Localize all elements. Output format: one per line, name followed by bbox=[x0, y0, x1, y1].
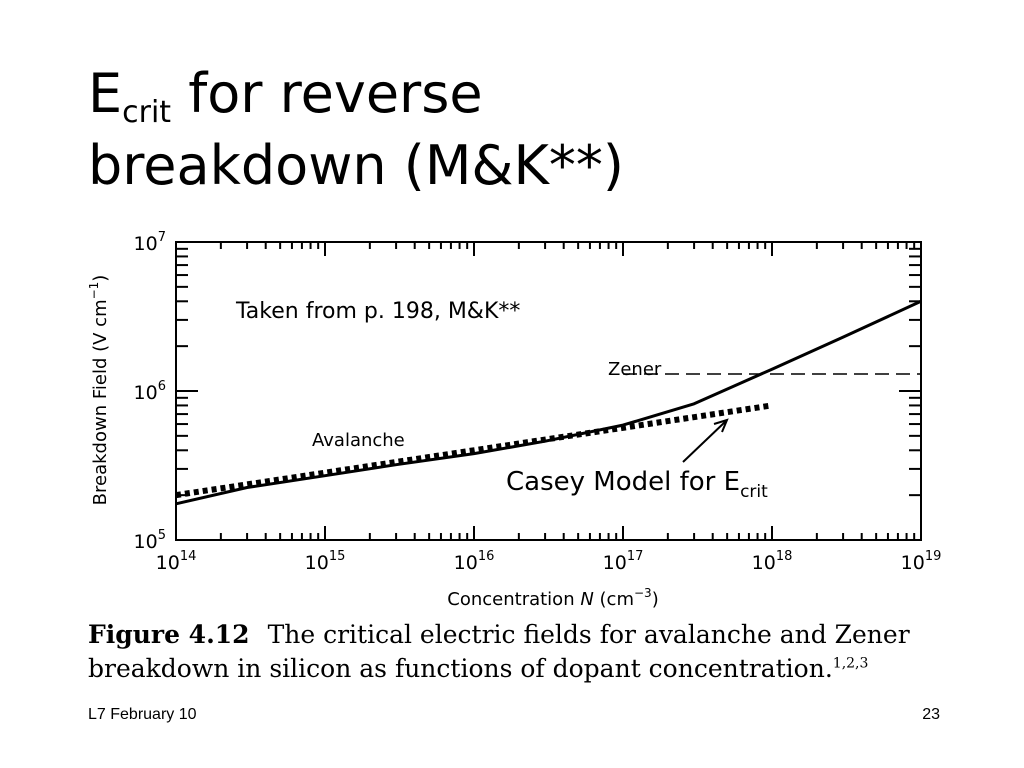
caption-refs: 1,2,3 bbox=[832, 655, 869, 672]
series-label-avalanche: Avalanche bbox=[312, 430, 405, 451]
title-line2: breakdown (M&K**) bbox=[88, 134, 624, 197]
y-tick-label: 106 bbox=[134, 379, 166, 404]
x-axis-label: Concentration N (cm−3) bbox=[447, 586, 658, 610]
x-tick-label: 1014 bbox=[156, 549, 197, 574]
series-2-line bbox=[175, 402, 773, 499]
x-tick-label: 1019 bbox=[901, 549, 942, 574]
y-tick-label: 107 bbox=[134, 230, 166, 255]
source-note: Taken from p. 198, M&K** bbox=[235, 299, 520, 324]
x-tick-label: 1015 bbox=[305, 549, 346, 574]
slide-title: Ecrit for reverse breakdown (M&K**) bbox=[88, 58, 948, 202]
page-number: 23 bbox=[922, 706, 940, 723]
y-tick-label: 105 bbox=[134, 528, 166, 553]
figure-caption: Figure 4.12 The critical electric fields … bbox=[88, 618, 948, 686]
x-tick-labels: 1014 1015 1016 1017 1018 1019 bbox=[156, 549, 942, 574]
caption-text: The critical electric fields for avalanc… bbox=[88, 620, 910, 683]
y-axis-label: Breakdown Field (V cm−1) bbox=[87, 275, 111, 506]
x-tick-label: 1016 bbox=[454, 549, 495, 574]
series-label-zener: Zener bbox=[608, 359, 662, 380]
title-rest: for reverse bbox=[171, 62, 483, 125]
figure-label: Figure 4.12 bbox=[88, 620, 250, 649]
footer-date: L7 February 10 bbox=[88, 706, 197, 723]
series-label-casey: Casey Model for Ecrit bbox=[506, 467, 768, 502]
y-tick-labels: 105 106 107 bbox=[134, 230, 166, 553]
title-subscript: crit bbox=[122, 95, 172, 130]
series-layer bbox=[175, 299, 922, 506]
x-tick-label: 1017 bbox=[603, 549, 644, 574]
title-main: E bbox=[88, 62, 123, 125]
x-tick-label: 1018 bbox=[752, 549, 793, 574]
casey-arrow bbox=[682, 418, 729, 463]
axis-ticks bbox=[175, 241, 922, 541]
